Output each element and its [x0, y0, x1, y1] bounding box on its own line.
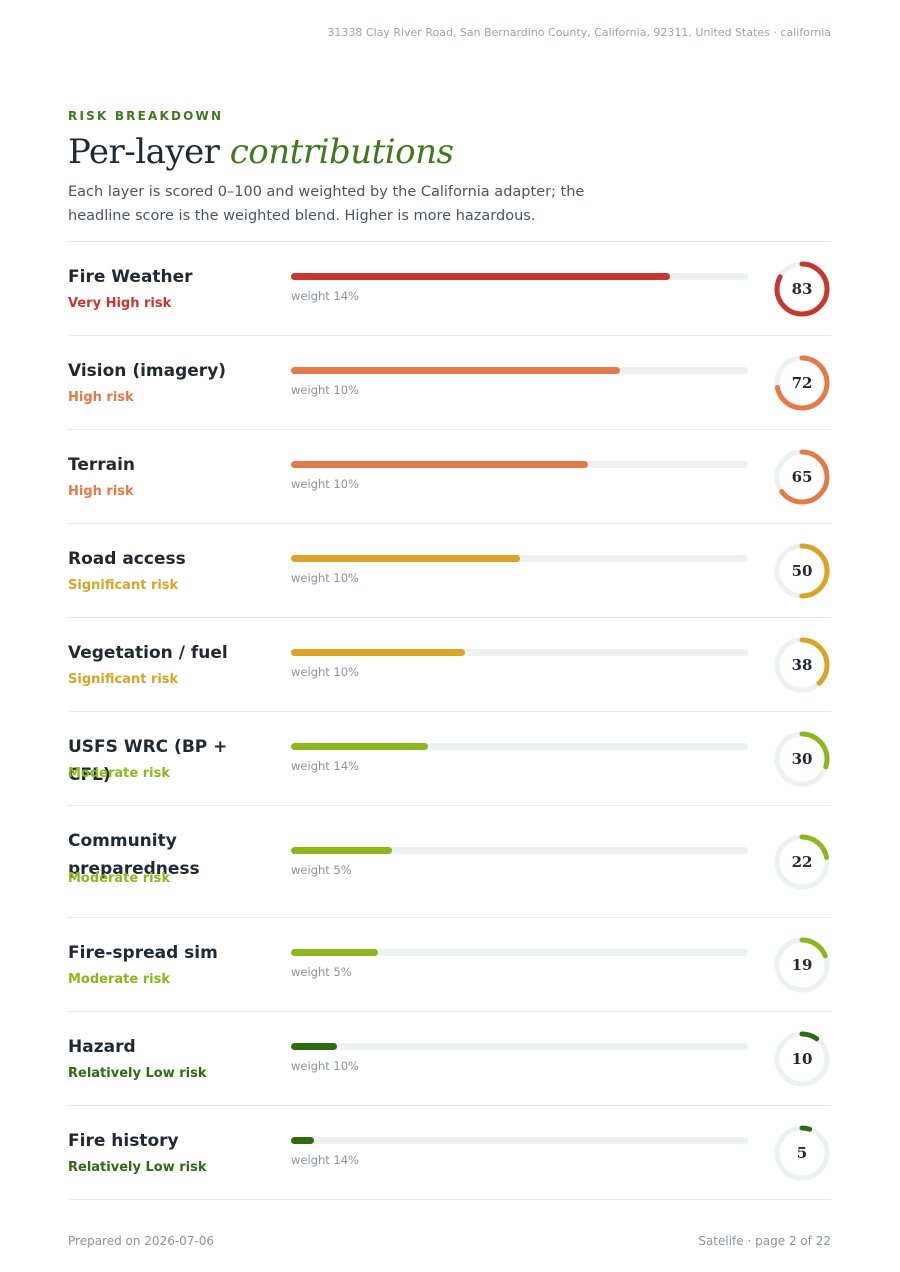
layer-risk-label: Significant risk: [68, 672, 179, 687]
score-ring: 22: [773, 833, 831, 891]
score-bar-fill: [291, 1043, 337, 1050]
score-ring: 83: [773, 260, 831, 318]
score-bar-track: [291, 1043, 748, 1050]
layer-score: 38: [791, 656, 813, 674]
layer-risk-label: Moderate risk: [68, 972, 170, 987]
layer-weight: weight 14%: [291, 289, 359, 303]
layer-name: Vision (imagery): [68, 361, 227, 381]
layer-weight: weight 10%: [291, 383, 359, 397]
score-bar-track: [291, 847, 748, 854]
layer-score: 22: [791, 853, 813, 871]
score-ring-arc: [774, 355, 830, 411]
score-ring: 10: [773, 1030, 831, 1088]
layer-score: 10: [791, 1050, 813, 1068]
score-bar-track: [291, 743, 748, 750]
layer-name: Community preparedness: [68, 831, 200, 879]
score-bar-fill: [291, 743, 429, 750]
layer-name: Hazard: [68, 1037, 136, 1057]
layer-row: Community preparedness Moderate risk weigh…: [68, 806, 831, 918]
score-bar-fill: [291, 649, 465, 656]
layer-name: Vegetation / fuel: [68, 643, 228, 663]
layer-row: Road access Significant risk weight 10% 50: [68, 524, 831, 618]
title-main: Per-layer: [68, 132, 230, 172]
score-bar-track: [291, 273, 748, 280]
layer-name: Fire Weather: [68, 267, 193, 287]
score-bar-fill: [291, 273, 671, 280]
score-ring-arc: [774, 1125, 830, 1181]
layer-weight: weight 10%: [291, 665, 359, 679]
layer-weight: weight 10%: [291, 571, 359, 585]
layer-risk-label: High risk: [68, 484, 134, 499]
score-ring-arc: [774, 261, 830, 317]
layer-risk-label: Very High risk: [68, 296, 172, 311]
layer-risk-label: Relatively Low risk: [68, 1066, 207, 1081]
score-ring: 19: [773, 936, 831, 994]
score-ring: 38: [773, 636, 831, 694]
score-ring: 50: [773, 542, 831, 600]
score-ring-arc: [774, 937, 830, 993]
section-intro: Each layer is scored 0–100 and weighted …: [68, 184, 585, 224]
score-bar-fill: [291, 461, 589, 468]
layer-score: 72: [791, 374, 813, 392]
footer-prepared-date: Prepared on 2026-07-06: [68, 1234, 215, 1248]
layer-weight: weight 5%: [291, 863, 352, 877]
layer-weight: weight 14%: [291, 1153, 359, 1167]
layer-weight: weight 5%: [291, 965, 352, 979]
score-ring-arc: [774, 731, 830, 787]
layer-name: Fire-spread sim: [68, 943, 218, 963]
layer-risk-label: Moderate risk: [68, 766, 170, 781]
score-bar-track: [291, 555, 748, 562]
layer-row: Hazard Relatively Low risk weight 10% 10: [68, 1012, 831, 1106]
score-ring-arc: [774, 449, 830, 505]
layer-name: Terrain: [68, 455, 136, 475]
layer-weight: weight 10%: [291, 477, 359, 491]
score-ring: 30: [773, 730, 831, 788]
footer-page-number: Satelife · page 2 of 22: [698, 1234, 831, 1248]
score-bar-fill: [291, 949, 378, 956]
layer-name: Fire history: [68, 1131, 179, 1151]
score-bar-fill: [291, 555, 520, 562]
layer-row: Fire history Relatively Low risk weight 14…: [68, 1106, 831, 1200]
score-bar-track: [291, 949, 748, 956]
page-title: Per-layer contributions: [68, 132, 454, 172]
layer-list: Fire Weather Very High risk weight 14% 83 Vi…: [68, 241, 831, 1200]
layer-risk-label: Relatively Low risk: [68, 1160, 207, 1175]
layer-score: 50: [791, 562, 813, 580]
score-ring: 5: [773, 1124, 831, 1182]
score-bar-track: [291, 649, 748, 656]
score-ring-arc: [774, 834, 830, 890]
layer-score: 5: [796, 1144, 808, 1162]
layer-row: Terrain High risk weight 10% 65: [68, 430, 831, 524]
score-bar-fill: [291, 1137, 314, 1144]
layer-score: 30: [791, 750, 813, 768]
score-bar-track: [291, 367, 748, 374]
score-ring-arc: [774, 1031, 830, 1087]
layer-score: 65: [791, 468, 813, 486]
layer-row: Fire Weather Very High risk weight 14% 83: [68, 242, 831, 336]
score-ring-arc: [774, 543, 830, 599]
layer-row: USFS WRC (BP + CFL) Moderate risk weight 1…: [68, 712, 831, 806]
layer-risk-label: Significant risk: [68, 578, 179, 593]
layer-weight: weight 10%: [291, 1059, 359, 1073]
layer-row: Vegetation / fuel Significant risk weight …: [68, 618, 831, 712]
layer-row: Vision (imagery) High risk weight 10% 72: [68, 336, 831, 430]
layer-name: Road access: [68, 549, 186, 569]
layer-row: Fire-spread sim Moderate risk weight 5% 19: [68, 918, 831, 1012]
layer-name: USFS WRC (BP + CFL): [68, 737, 228, 785]
score-bar-fill: [291, 847, 392, 854]
report-address: 31338 Clay River Road, San Bernardino Co…: [327, 26, 831, 39]
layer-risk-label: High risk: [68, 390, 134, 405]
layer-score: 19: [791, 956, 813, 974]
layer-score: 83: [791, 280, 813, 298]
score-bar-track: [291, 461, 748, 468]
score-ring-arc: [774, 637, 830, 693]
score-bar-track: [291, 1137, 748, 1144]
section-eyebrow: RISK BREAKDOWN: [68, 109, 224, 123]
score-ring: 65: [773, 448, 831, 506]
title-accent: contributions: [229, 132, 454, 172]
layer-weight: weight 14%: [291, 759, 359, 773]
layer-risk-label: Moderate risk: [68, 871, 170, 886]
score-bar-fill: [291, 367, 621, 374]
score-ring: 72: [773, 354, 831, 412]
